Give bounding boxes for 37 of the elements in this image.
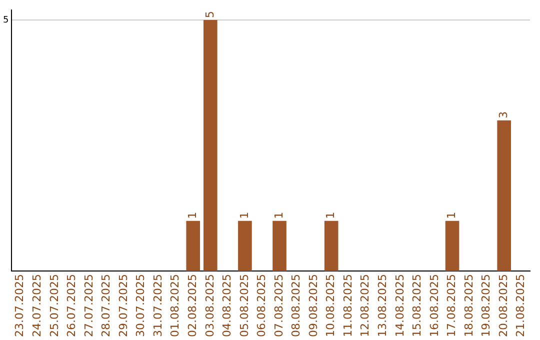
x-tick-label: 12.08.2025 (358, 274, 372, 338)
x-tick-label: 07.08.2025 (272, 274, 286, 338)
data-label: 1 (272, 212, 286, 219)
x-tick-label: 31.07.2025 (151, 274, 164, 338)
x-tick-label: 02.08.2025 (186, 274, 199, 338)
x-tick-label: 17.08.2025 (445, 274, 458, 338)
x-tick-label: 13.08.2025 (376, 274, 390, 338)
x-tick-label: 27.07.2025 (82, 274, 96, 338)
data-label: 1 (238, 212, 251, 219)
x-tick-label: 09.08.2025 (306, 274, 320, 338)
x-tick-label: 05.08.2025 (238, 274, 251, 338)
x-tick-label: 08.08.2025 (290, 274, 303, 338)
x-tick-label: 19.08.2025 (480, 274, 493, 338)
x-tick-label: 10.08.2025 (324, 274, 338, 338)
x-tick-label: 18.08.2025 (462, 274, 476, 338)
data-label: 1 (186, 212, 199, 219)
x-tick-label: 14.08.2025 (393, 274, 406, 338)
x-tick-label: 06.08.2025 (255, 274, 268, 338)
data-label: 5 (203, 11, 216, 18)
x-tick-label: 15.08.2025 (410, 274, 424, 338)
x-tick-label: 23.07.2025 (13, 274, 26, 338)
x-tick-label: 30.07.2025 (134, 274, 148, 338)
x-tick-label: 20.08.2025 (496, 274, 510, 338)
x-tick-label: 26.07.2025 (65, 274, 78, 338)
x-tick-label: 21.08.2025 (514, 274, 528, 338)
x-tick-label: 01.08.2025 (168, 274, 182, 338)
x-tick-label: 25.07.2025 (48, 274, 61, 338)
data-label: 1 (445, 212, 458, 219)
x-tick-label: 16.08.2025 (428, 274, 441, 338)
x-tick-label: 29.07.2025 (116, 274, 130, 338)
x-tick-label: 04.08.2025 (220, 274, 234, 338)
data-label: 1 (324, 212, 338, 219)
x-tick-label: 24.07.2025 (30, 274, 44, 338)
x-tick-label: 03.08.2025 (203, 274, 216, 338)
x-tick-label: 28.07.2025 (100, 274, 113, 338)
x-tick-label: 11.08.2025 (341, 274, 354, 338)
data-label: 3 (496, 111, 510, 118)
